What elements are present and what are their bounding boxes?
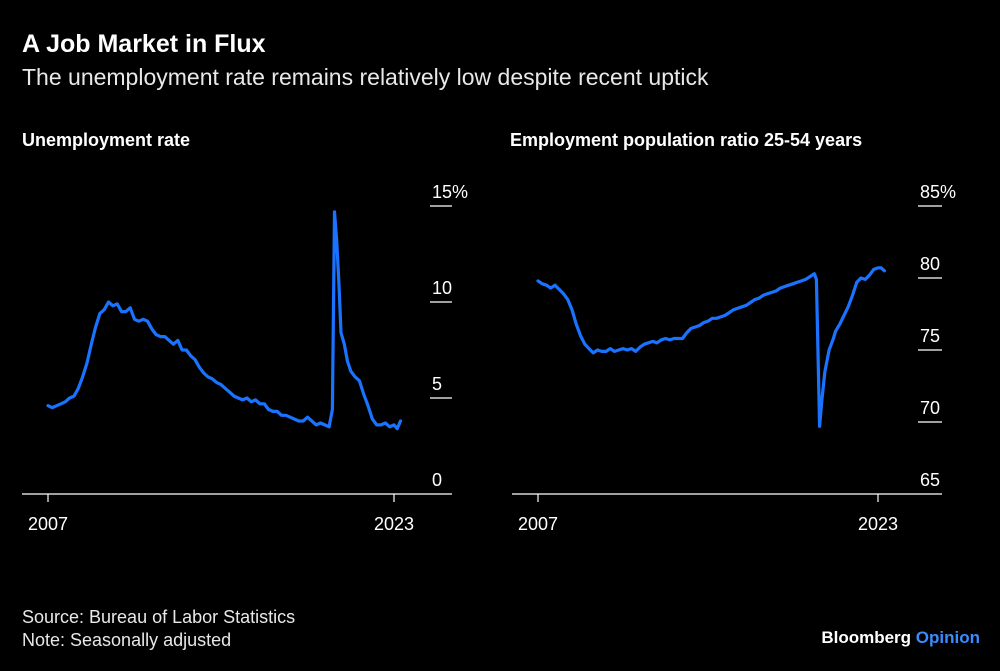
unemployment-chart: 0 5 10 15% 2007 2023 [22,182,468,534]
y-tick-label: 5 [432,374,442,394]
x-tick-label: 2007 [28,514,68,534]
x-tick-label: 2007 [518,514,558,534]
y-tick-label: 80 [920,254,940,274]
y-tick-label: 15% [432,182,468,202]
x-tick-label: 2023 [858,514,898,534]
y-tick-label: 0 [432,470,442,490]
y-tick-label: 75 [920,326,940,346]
x-tick-label: 2023 [374,514,414,534]
y-tick-label: 85% [920,182,956,202]
chart-title: A Job Market in Flux [22,30,266,58]
y-tick-label: 65 [920,470,940,490]
employment-ratio-chart: 65 70 75 80 85% 2007 2023 [512,182,956,534]
brand-secondary: Opinion [915,628,980,647]
series-line [46,210,403,431]
left-panel-title: Unemployment rate [22,130,191,150]
y-tick-label: 70 [920,398,940,418]
series-line [536,266,886,428]
seasonal-note: Note: Seasonally adjusted [22,630,232,650]
bloomberg-opinion-logo: Bloomberg Opinion [821,628,980,648]
source-note: Source: Bureau of Labor Statistics [22,607,296,627]
right-panel-title: Employment population ratio 25-54 years [510,130,863,150]
y-tick-label: 10 [432,278,452,298]
brand-primary: Bloomberg [821,628,912,647]
chart-subtitle: The unemployment rate remains relatively… [22,64,709,90]
